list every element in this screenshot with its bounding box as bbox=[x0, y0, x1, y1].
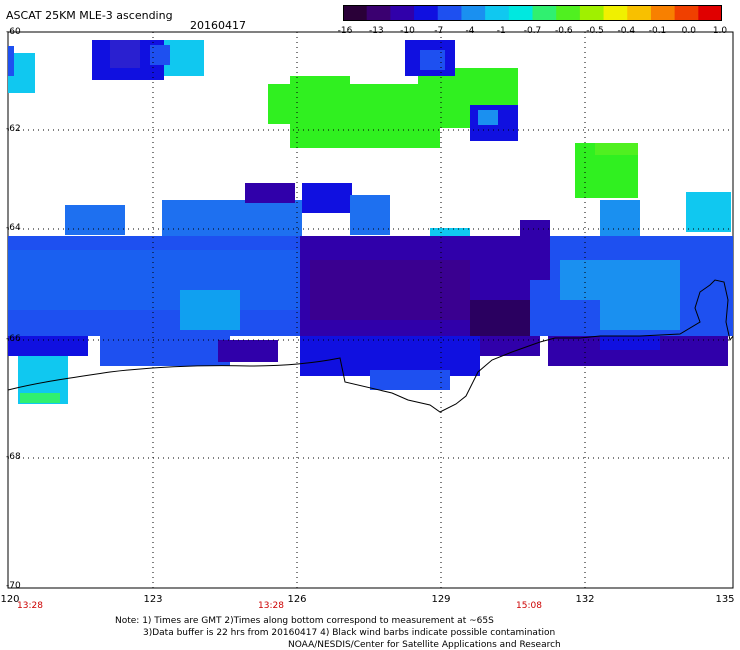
colorbar-swatch bbox=[390, 5, 415, 21]
colorbar-swatch bbox=[627, 5, 652, 21]
wind-colorbar bbox=[343, 5, 722, 21]
colorbar-swatch bbox=[343, 5, 368, 21]
lon-label: 120 bbox=[0, 594, 20, 605]
lat-label: -68 bbox=[6, 452, 21, 462]
colorbar-swatch bbox=[674, 5, 699, 21]
colorbar-label: 0.0 bbox=[681, 26, 696, 36]
antarctic-coastline bbox=[7, 279, 734, 413]
lat-label: -62 bbox=[6, 124, 21, 134]
colorbar-swatch bbox=[556, 5, 581, 21]
colorbar-label: -0.4 bbox=[617, 26, 636, 36]
colorbar-label: 1.0 bbox=[712, 26, 728, 36]
map-title: ASCAT 25KM MLE-3 ascending bbox=[6, 9, 173, 22]
colorbar-swatch bbox=[414, 5, 439, 21]
colorbar-swatch bbox=[650, 5, 676, 21]
colorbar-label: -0.1 bbox=[648, 26, 667, 36]
colorbar-swatch bbox=[437, 5, 462, 21]
time-label: 13:28 bbox=[258, 601, 284, 611]
footnote-line: Note: 1) Times are GMT 2)Times along bot… bbox=[115, 616, 494, 626]
colorbar-label: -7 bbox=[434, 26, 444, 36]
lon-label: 135 bbox=[715, 594, 735, 605]
lat-label: -66 bbox=[6, 334, 21, 344]
colorbar-swatch bbox=[579, 5, 605, 21]
colorbar-label: -10 bbox=[400, 26, 415, 36]
colorbar-label: -0.6 bbox=[555, 26, 573, 36]
lon-label: 126 bbox=[287, 594, 307, 605]
time-label: 15:08 bbox=[516, 601, 542, 611]
lat-label: -64 bbox=[6, 223, 21, 233]
colorbar-swatch bbox=[698, 5, 722, 21]
lon-label: 132 bbox=[575, 594, 595, 605]
colorbar-label: -1 bbox=[496, 26, 506, 36]
lon-label: 123 bbox=[143, 594, 163, 605]
colorbar-frame bbox=[343, 5, 722, 21]
colorbar-swatch bbox=[603, 5, 628, 21]
colorbar-swatch bbox=[485, 5, 510, 21]
credit-line: NOAA/NESDIS/Center for Satellite Applica… bbox=[288, 640, 561, 650]
lat-label: -60 bbox=[6, 27, 21, 37]
colorbar-label: -13 bbox=[368, 26, 384, 36]
colorbar-label: -4 bbox=[465, 26, 475, 36]
colorbar-label: -0.5 bbox=[586, 26, 604, 36]
time-label: 13:28 bbox=[17, 601, 43, 611]
lat-label: -70 bbox=[6, 581, 21, 591]
lat-lon-grid bbox=[8, 32, 733, 588]
lon-label: 129 bbox=[431, 594, 451, 605]
map-date: 20160417 bbox=[190, 19, 246, 32]
colorbar-label: -0.7 bbox=[523, 26, 542, 36]
colorbar-swatch bbox=[461, 5, 486, 21]
footnote-line: 3)Data buffer is 22 hrs from 20160417 4)… bbox=[143, 628, 556, 638]
colorbar-swatch bbox=[508, 5, 533, 21]
colorbar-swatch bbox=[366, 5, 391, 21]
ascat-swath bbox=[8, 40, 733, 404]
colorbar-swatch bbox=[532, 5, 557, 21]
colorbar-label: -16 bbox=[337, 26, 353, 36]
